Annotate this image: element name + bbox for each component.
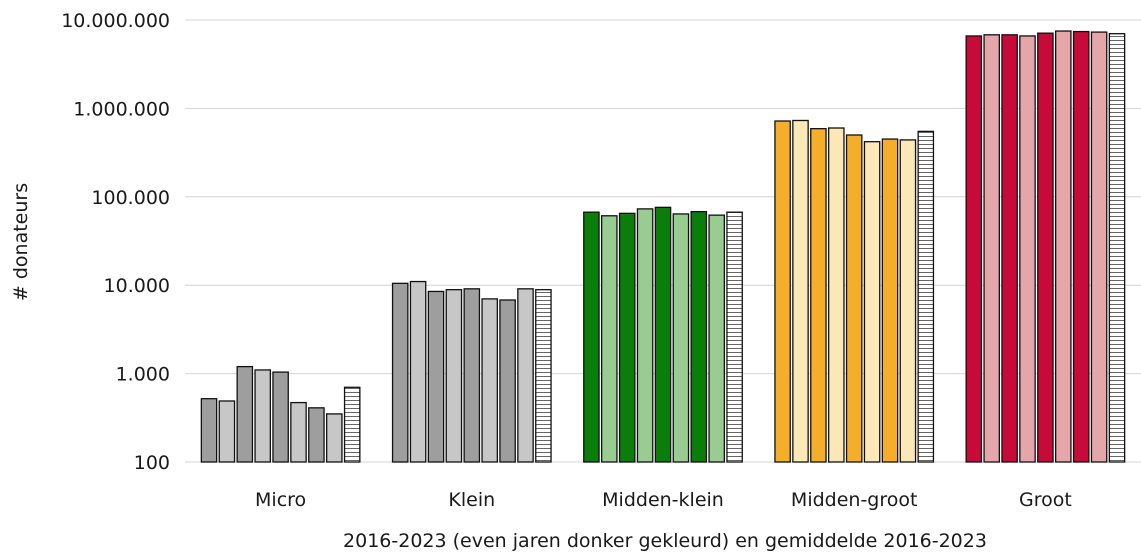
bar (254, 369, 272, 463)
y-tick-label: 10.000.000 (61, 10, 170, 32)
bar (983, 34, 1000, 463)
bar-group-micro (200, 365, 361, 463)
y-tick-label: 100.000 (91, 187, 170, 209)
bar-group-midden-groot (774, 119, 935, 463)
bar (636, 208, 654, 463)
bar (218, 400, 236, 463)
bar (654, 206, 672, 463)
bar (881, 138, 899, 463)
x-axis-categories: Micro Klein Midden-klein Midden-groot Groot (255, 489, 1072, 511)
bar (1019, 35, 1036, 463)
bar (236, 365, 254, 463)
bars (200, 30, 1126, 463)
bar (481, 298, 498, 463)
y-tick-label: 1.000 (116, 364, 170, 386)
bar (517, 288, 534, 463)
bar (1037, 32, 1054, 463)
bar (1001, 34, 1018, 463)
bar (1090, 31, 1108, 463)
bar (672, 213, 690, 463)
y-tick-label: 10.000 (104, 275, 170, 297)
bar (792, 119, 809, 463)
y-axis-label: # donateurs (10, 183, 32, 301)
y-tick-label: 1.000.000 (73, 98, 170, 120)
bar-average (343, 386, 361, 463)
bar-average (1108, 33, 1126, 463)
bar (965, 35, 983, 463)
x-category-label: Midden-groot (791, 489, 918, 511)
bar (774, 120, 791, 463)
bar (272, 371, 289, 463)
bar (290, 401, 307, 463)
bar (391, 282, 409, 463)
bar (1055, 30, 1072, 463)
bar (601, 215, 618, 463)
bar-group-midden-klein (583, 206, 743, 463)
bar-group-klein (391, 280, 552, 463)
bar (200, 398, 218, 463)
bar (308, 407, 325, 463)
x-category-label: Klein (448, 489, 495, 511)
bar (427, 290, 445, 463)
bar (445, 289, 463, 463)
bar-average (535, 289, 552, 463)
bar (463, 288, 481, 463)
bar (863, 141, 881, 463)
bar-group-groot (965, 30, 1126, 463)
y-axis-ticks: 100 1.000 10.000 100.000 1.000.000 10.000.000 (61, 10, 170, 474)
x-category-label: Midden-klein (602, 489, 724, 511)
x-category-label: Groot (1019, 489, 1072, 511)
x-axis-label: 2016-2023 (even jaren donker gekleurd) e… (343, 530, 987, 552)
bar (325, 413, 343, 463)
bar (810, 128, 827, 463)
bar-average (726, 211, 743, 463)
bar (1072, 30, 1090, 463)
y-tick-label: 100 (134, 452, 170, 474)
bar (499, 299, 516, 463)
bar (708, 214, 725, 463)
bar (899, 139, 917, 463)
bar (618, 212, 636, 463)
x-category-label: Micro (255, 489, 306, 511)
bar (583, 211, 600, 463)
bar (690, 210, 708, 463)
bar-average (917, 130, 935, 463)
bar (828, 127, 845, 463)
bar (845, 134, 863, 463)
bar (409, 280, 427, 463)
